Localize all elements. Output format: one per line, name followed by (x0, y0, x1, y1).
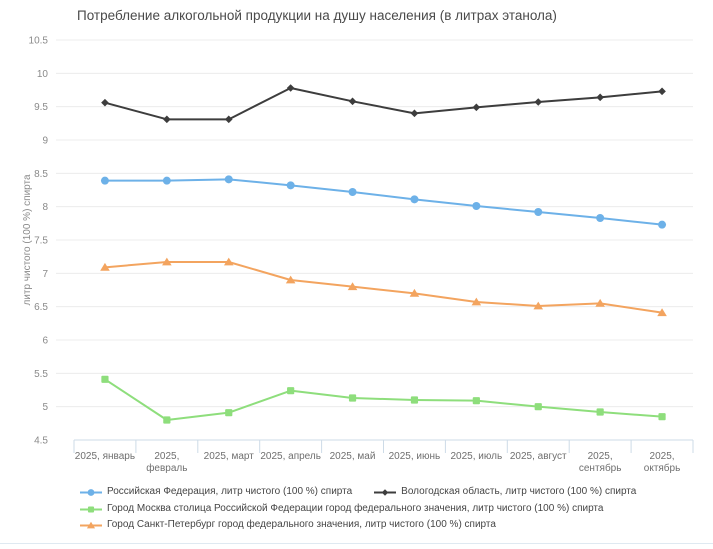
svg-text:2025, июнь: 2025, июнь (389, 451, 441, 462)
legend-row: Город Москва столица Российской Федераци… (80, 503, 700, 516)
svg-text:6: 6 (42, 336, 48, 347)
legend-item-moscow[interactable]: Город Москва столица Российской Федераци… (80, 503, 603, 516)
line-circle-marker-icon (80, 489, 102, 496)
svg-text:2025,: 2025, (650, 451, 675, 462)
chart-legend: Российская Федерация, литр чистого (100 … (80, 486, 700, 532)
legend-label: Вологодская область, литр чистого (100 %… (401, 486, 637, 497)
svg-text:8: 8 (42, 202, 48, 213)
line-triangle-marker-icon (80, 521, 102, 529)
svg-text:литр чистого (100 %) спирта: литр чистого (100 %) спирта (22, 174, 33, 306)
legend-item-vologda-oblast[interactable]: Вологодская область, литр чистого (100 %… (374, 486, 636, 499)
svg-text:2025, август: 2025, август (510, 451, 567, 462)
chart-plot: 10.5 10 9.5 9 8.5 8 7.5 7 6.5 6 5.5 5 4.5 литр чистог… (22, 36, 694, 474)
svg-text:5: 5 (42, 402, 48, 413)
svg-text:8.5: 8.5 (34, 169, 48, 180)
legend-label: Город Санкт-Петербург город федерального… (107, 519, 496, 530)
line-square-marker-icon (80, 505, 102, 513)
svg-text:5.5: 5.5 (34, 369, 48, 380)
svg-text:октябрь: октябрь (644, 462, 681, 474)
svg-text:6.5: 6.5 (34, 302, 48, 313)
legend-label: Российская Федерация, литр чистого (100 … (107, 486, 353, 497)
legend-item-saint-petersburg[interactable]: Город Санкт-Петербург город федерального… (80, 519, 496, 532)
svg-text:2025, май: 2025, май (330, 451, 376, 462)
svg-text:2025, июль: 2025, июль (450, 451, 502, 462)
svg-text:2025, апрель: 2025, апрель (260, 451, 321, 462)
svg-text:4.5: 4.5 (34, 436, 48, 447)
chart-title: Потребление алкогольной продукции на душ… (77, 8, 557, 23)
svg-text:10: 10 (37, 69, 49, 80)
legend-row: Российская Федерация, литр чистого (100 … (80, 486, 700, 499)
svg-text:февраль: февраль (146, 462, 187, 474)
svg-text:9.5: 9.5 (34, 102, 48, 113)
svg-text:7: 7 (42, 269, 48, 280)
svg-text:9: 9 (42, 136, 48, 147)
legend-item-russian-federation[interactable]: Российская Федерация, литр чистого (100 … (80, 486, 352, 499)
legend-label: Город Москва столица Российской Федераци… (107, 502, 604, 514)
svg-text:10.5: 10.5 (29, 36, 49, 47)
svg-text:7.5: 7.5 (34, 236, 48, 247)
svg-text:2025,: 2025, (588, 451, 613, 462)
legend-row: Город Санкт-Петербург город федерального… (80, 519, 700, 532)
svg-text:2025,: 2025, (154, 451, 179, 462)
svg-text:2025, январь: 2025, январь (75, 451, 135, 462)
svg-text:сентябрь: сентябрь (579, 462, 622, 474)
svg-text:2025, март: 2025, март (204, 451, 255, 462)
line-diamond-marker-icon (374, 489, 397, 496)
bottom-divider (0, 543, 713, 544)
